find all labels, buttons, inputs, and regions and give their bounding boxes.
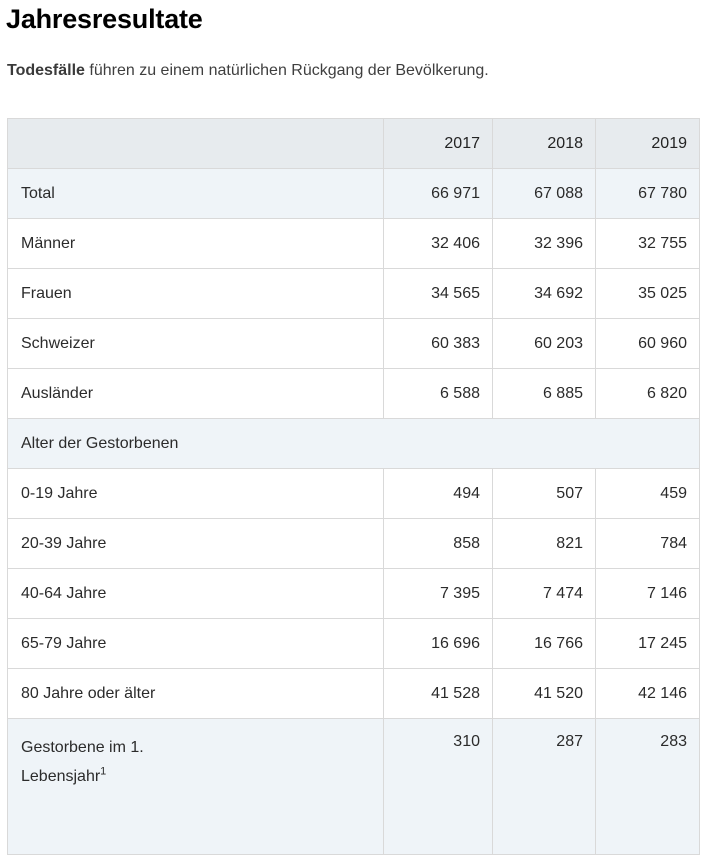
row-label: 40-64 Jahre	[7, 568, 384, 619]
cell-value: 41 528	[383, 668, 493, 719]
cell-value: 459	[595, 468, 700, 519]
cell-value: 6 588	[383, 368, 493, 419]
page-title: Jahresresultate	[6, 4, 203, 34]
table-row-auslaender: Ausländer 6 588 6 885 6 820	[7, 368, 700, 419]
lead-rest: führen zu einem natürlichen Rückgang der…	[84, 62, 489, 79]
row-label: Gestorbene im 1. Lebensjahr1	[7, 718, 384, 855]
table-row-total: Total 66 971 67 088 67 780	[7, 168, 700, 219]
footnote-marker: 1	[100, 765, 107, 778]
cell-value: 858	[383, 518, 493, 569]
cell-value: 32 406	[383, 218, 493, 269]
cell-value: 41 520	[492, 668, 596, 719]
row-label: Schweizer	[7, 318, 384, 369]
row-label: 0-19 Jahre	[7, 468, 384, 519]
table-header-row: 2017 2018 2019	[7, 118, 700, 169]
corner-header-cell	[7, 118, 384, 169]
cell-value: 784	[595, 518, 700, 569]
cell-value: 34 692	[492, 268, 596, 319]
cell-value: 7 474	[492, 568, 596, 619]
row-label: Total	[7, 168, 384, 219]
cell-value: 34 565	[383, 268, 493, 319]
cell-value: 821	[492, 518, 596, 569]
cell-value: 310	[383, 718, 493, 855]
cell-value: 32 396	[492, 218, 596, 269]
cell-value: 35 025	[595, 268, 700, 319]
column-header-2017: 2017	[383, 118, 493, 169]
cell-value: 16 696	[383, 618, 493, 669]
cell-value: 7 146	[595, 568, 700, 619]
table-row-schweizer: Schweizer 60 383 60 203 60 960	[7, 318, 700, 369]
jahresresultate-table: 2017 2018 2019 Total 66 971 67 088 67 78…	[7, 118, 700, 855]
row-label: 80 Jahre oder älter	[7, 668, 384, 719]
row-label: Frauen	[7, 268, 384, 319]
cell-value: 7 395	[383, 568, 493, 619]
lead-keyword: Todesfälle	[7, 62, 85, 79]
cell-value: 6 820	[595, 368, 700, 419]
table-row-gestorbene-1-lebensjahr: Gestorbene im 1. Lebensjahr1 310 287 283	[7, 718, 700, 855]
cell-value: 60 383	[383, 318, 493, 369]
section-label: Alter der Gestorbenen	[7, 418, 700, 469]
table-row-maenner: Männer 32 406 32 396 32 755	[7, 218, 700, 269]
column-header-2018: 2018	[492, 118, 596, 169]
table-row-frauen: Frauen 34 565 34 692 35 025	[7, 268, 700, 319]
cell-value: 17 245	[595, 618, 700, 669]
row-label: 20-39 Jahre	[7, 518, 384, 569]
table-section-row-alter: Alter der Gestorbenen	[7, 418, 700, 469]
cell-value: 6 885	[492, 368, 596, 419]
table-row-0-19: 0-19 Jahre 494 507 459	[7, 468, 700, 519]
cell-value: 507	[492, 468, 596, 519]
cell-value: 67 780	[595, 168, 700, 219]
table-row-65-79: 65-79 Jahre 16 696 16 766 17 245	[7, 618, 700, 669]
cell-value: 66 971	[383, 168, 493, 219]
cell-value: 287	[492, 718, 596, 855]
cell-value: 60 203	[492, 318, 596, 369]
lead-text: Todesfälle führen zu einem natürlichen R…	[0, 35, 703, 82]
cell-value: 67 088	[492, 168, 596, 219]
cell-value: 494	[383, 468, 493, 519]
table-row-80-plus: 80 Jahre oder älter 41 528 41 520 42 146	[7, 668, 700, 719]
row-label: Ausländer	[7, 368, 384, 419]
cell-value: 42 146	[595, 668, 700, 719]
table-container: 2017 2018 2019 Total 66 971 67 088 67 78…	[7, 118, 703, 855]
row-label: Männer	[7, 218, 384, 269]
table-row-20-39: 20-39 Jahre 858 821 784	[7, 518, 700, 569]
cell-value: 16 766	[492, 618, 596, 669]
column-header-2019: 2019	[595, 118, 700, 169]
cell-value: 60 960	[595, 318, 700, 369]
table-row-40-64: 40-64 Jahre 7 395 7 474 7 146	[7, 568, 700, 619]
row-label: 65-79 Jahre	[7, 618, 384, 669]
cell-value: 32 755	[595, 218, 700, 269]
row-label-text: Gestorbene im 1. Lebensjahr1	[21, 739, 144, 785]
cell-value: 283	[595, 718, 700, 855]
